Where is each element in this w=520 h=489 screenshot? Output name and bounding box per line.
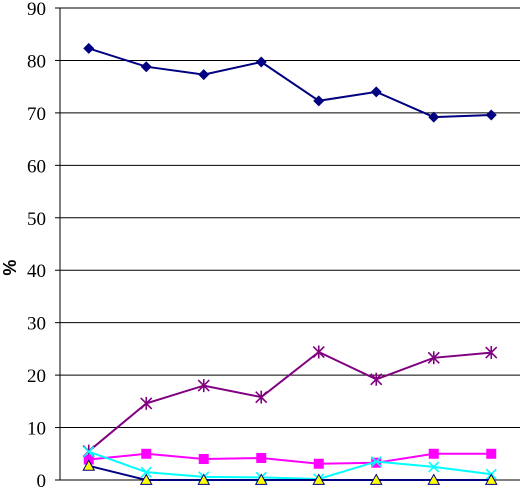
series-line (88, 464, 492, 481)
data-point-x (428, 461, 440, 473)
data-point-asterisk (485, 346, 498, 360)
data-point-asterisk (255, 390, 268, 404)
data-point-diamond (140, 61, 152, 73)
y-axis-label: % (0, 260, 20, 276)
y-tick-label: 40 (27, 261, 46, 282)
series-line (88, 350, 492, 452)
data-point-diamond (485, 109, 497, 121)
gridlines (60, 7, 520, 429)
data-point-x (140, 466, 152, 478)
y-axis-ticks: 0 10 20 30 40 50 60 70 80 90 (27, 0, 60, 489)
series-2 (82, 345, 498, 458)
data-point-triangle (427, 473, 441, 485)
data-point-x (83, 446, 95, 458)
data-point-triangle (82, 459, 96, 471)
data-point-triangle (484, 473, 498, 485)
data-point-triangle (254, 473, 268, 485)
y-tick-label: 70 (27, 104, 46, 125)
series-1 (83, 42, 497, 123)
series-group (82, 42, 498, 485)
y-tick-label: 90 (27, 0, 46, 20)
data-point-asterisk (197, 379, 210, 393)
series-line (88, 452, 492, 465)
data-point-diamond (198, 69, 210, 81)
series-line (88, 450, 492, 481)
y-tick-label: 0 (37, 471, 47, 489)
data-point-square (256, 452, 267, 463)
data-point-diamond (83, 42, 95, 54)
series-line (88, 47, 492, 119)
data-point-diamond (313, 95, 325, 107)
data-point-x (370, 456, 382, 468)
data-point-triangle (312, 473, 326, 485)
data-point-triangle (197, 473, 211, 485)
y-tick-label: 30 (27, 314, 46, 335)
data-point-diamond (428, 111, 440, 123)
data-point-triangle (139, 473, 153, 485)
y-tick-label: 60 (27, 156, 46, 177)
data-point-square (428, 448, 439, 459)
y-tick-label: 20 (27, 366, 46, 387)
data-point-square (198, 454, 209, 465)
data-point-asterisk (312, 345, 325, 359)
data-point-square (486, 448, 497, 459)
axes (59, 8, 520, 481)
data-point-square (141, 448, 152, 459)
data-point-square (313, 458, 324, 469)
data-point-diamond (370, 86, 382, 98)
data-point-asterisk (370, 372, 383, 386)
y-tick-label: 10 (27, 419, 46, 440)
y-tick-label: 80 (27, 51, 46, 72)
data-point-asterisk (427, 351, 440, 365)
data-point-triangle (369, 473, 383, 485)
data-point-diamond (255, 56, 267, 68)
data-point-asterisk (140, 396, 153, 410)
series-5 (82, 459, 498, 485)
y-tick-label: 50 (27, 209, 46, 230)
